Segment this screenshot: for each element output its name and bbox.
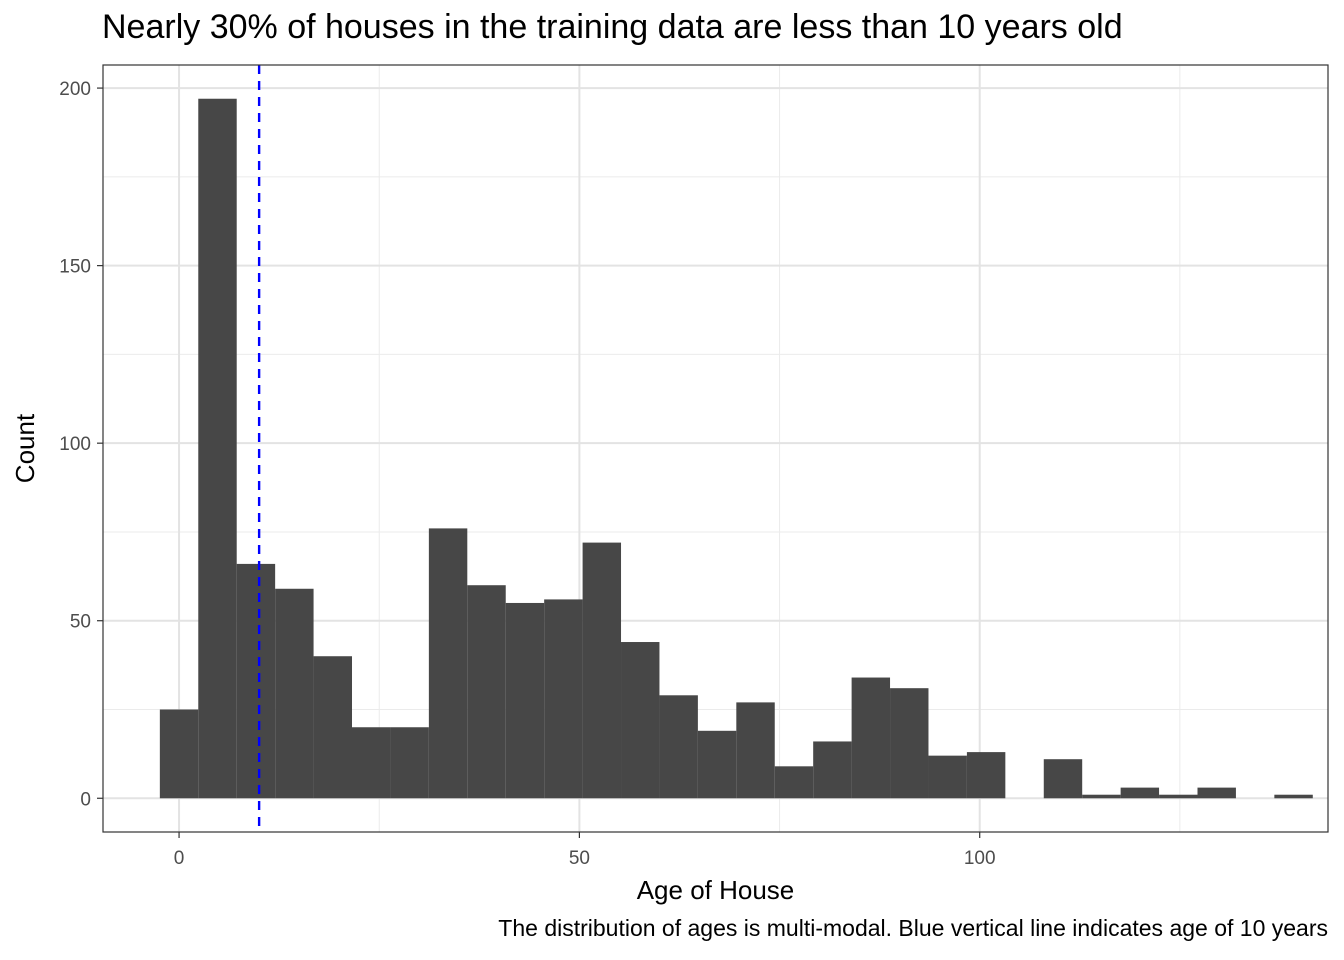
chart-caption: The distribution of ages is multi-modal.… [498, 915, 1328, 941]
histogram-bar [390, 727, 429, 799]
y-tick-label: 100 [59, 434, 91, 455]
histogram-bar [1159, 794, 1198, 799]
histogram-bar [851, 677, 891, 799]
histogram-bar [505, 602, 545, 799]
y-tick-label: 150 [59, 257, 91, 278]
histogram-bar [582, 542, 622, 799]
panel-border [102, 64, 1329, 833]
histogram-bar [1274, 794, 1313, 799]
histogram-bar [428, 528, 468, 799]
histogram-bar [890, 688, 929, 799]
histogram-bar [928, 755, 967, 799]
histogram-bar [352, 727, 391, 799]
histogram-bar [1120, 787, 1160, 799]
histogram-bar [659, 695, 698, 799]
histogram-bar [198, 98, 237, 799]
histogram-bar [813, 741, 852, 799]
x-tick-label: 50 [569, 848, 590, 869]
histogram-bar [966, 752, 1006, 799]
x-tick-label: 100 [964, 848, 996, 869]
histogram-bar [774, 766, 814, 799]
x-tick-label: 0 [174, 848, 185, 869]
histogram-bar [697, 730, 737, 799]
histogram-bar [236, 563, 276, 799]
chart-title: Nearly 30% of houses in the training dat… [102, 8, 1123, 46]
histogram-bar [1082, 794, 1121, 799]
histogram-bar [159, 709, 199, 799]
histogram-bar [736, 702, 775, 799]
histogram-bar [467, 585, 506, 799]
x-axis-title: Age of House [637, 875, 795, 905]
y-tick-label: 200 [59, 79, 91, 100]
histogram-bar [544, 599, 583, 799]
histogram-bar [275, 588, 314, 799]
histogram-bar [621, 642, 660, 799]
histogram-bars [159, 98, 1313, 799]
y-axis-title: Count [10, 413, 40, 483]
y-tick-label: 50 [70, 612, 91, 633]
y-tick-label: 0 [80, 789, 91, 810]
axis-ticks: 0 50 100 0 50 100 150 200 [59, 79, 995, 869]
histogram-bar [1197, 787, 1236, 799]
histogram-bar [313, 656, 353, 799]
histogram-bar [1043, 759, 1083, 799]
